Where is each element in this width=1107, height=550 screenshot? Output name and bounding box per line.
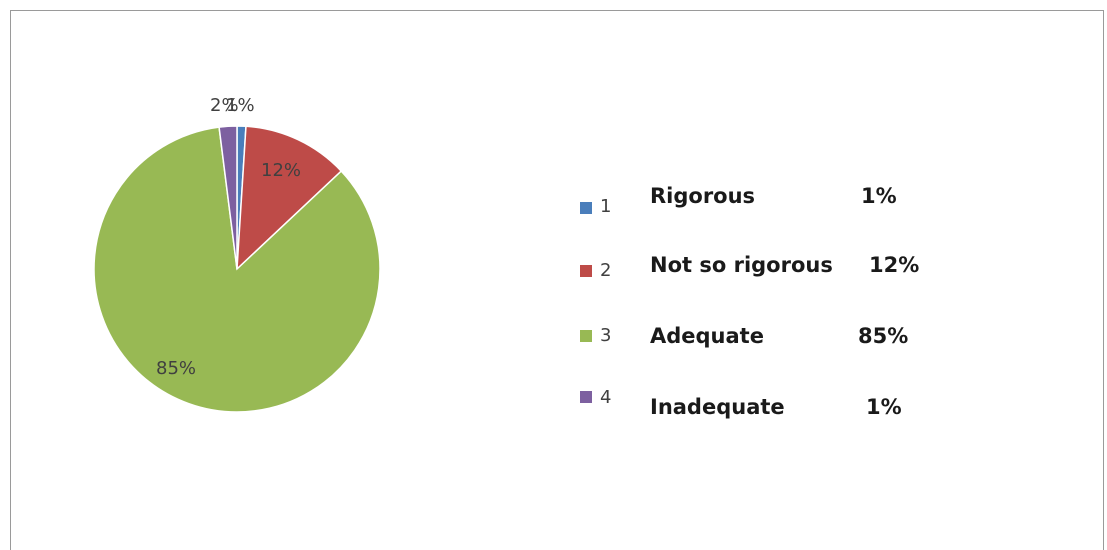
legend-pct-4: 1% (866, 395, 902, 419)
legend-pct-3: 85% (858, 324, 909, 348)
pie-slice-labels: 1% 12% 85% 2% (156, 95, 301, 379)
legend-category-1: 1 (600, 196, 612, 217)
slice-label-3: 85% (156, 358, 196, 379)
slice-label-1: 1% (226, 95, 255, 116)
legend-name-1: Rigorous (650, 184, 756, 208)
legend-name-2: Not so rigorous (650, 253, 833, 277)
pie-chart: 1% 12% 85% 2% (93, 95, 381, 413)
legend-marker-3 (580, 330, 592, 342)
legend-pct-1: 1% (861, 184, 897, 208)
slice-label-2: 12% (261, 160, 301, 181)
slice-label-4: 2% (210, 95, 239, 116)
pie-slice-4 (218, 125, 238, 270)
legend-marker-1 (580, 202, 592, 214)
legend-name-3: Adequate (650, 324, 764, 348)
legend-name-4: Inadequate (650, 395, 785, 419)
legend-marker-2 (580, 265, 592, 277)
legend-category-4: 4 (600, 387, 612, 408)
legend-pct-2: 12% (869, 253, 920, 277)
pie-slices (93, 125, 381, 413)
pie-slice-3 (93, 126, 381, 413)
legend-category-3: 3 (600, 325, 612, 346)
pie-slice-2 (236, 125, 343, 271)
legend-category-2: 2 (600, 260, 612, 281)
legend-marker-4 (580, 391, 592, 403)
